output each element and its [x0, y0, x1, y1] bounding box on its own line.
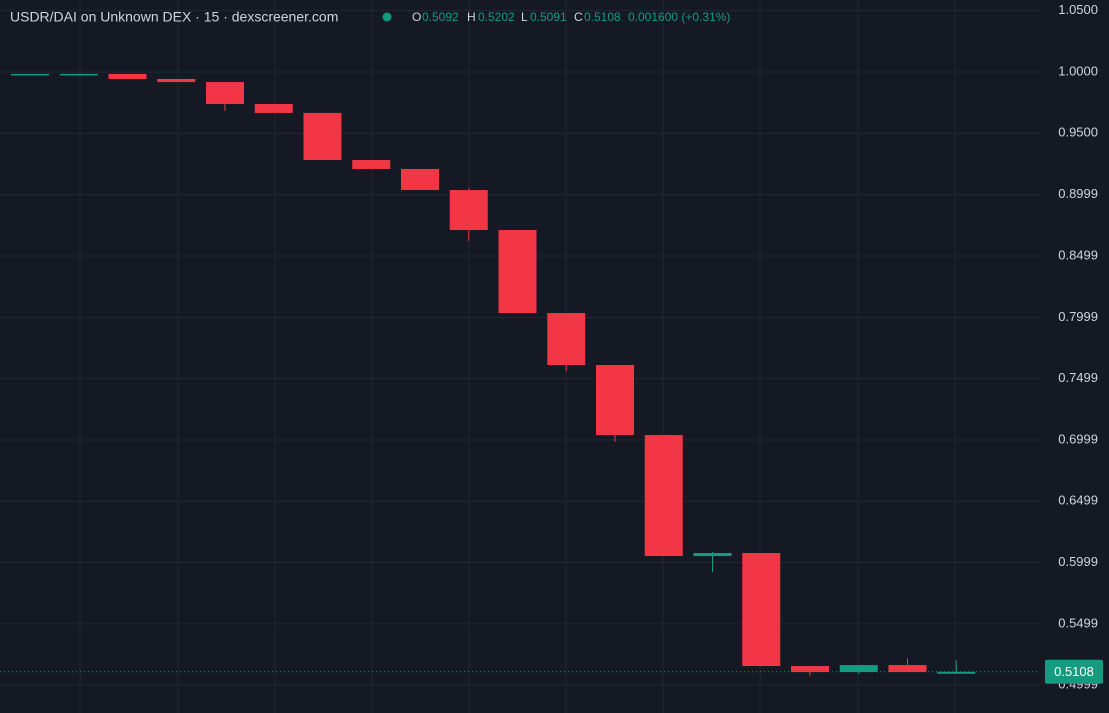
legend-value: 0.5202: [478, 10, 515, 24]
y-tick-label: 0.5999: [1058, 554, 1098, 569]
candle-body: [303, 112, 342, 161]
legend-key: L: [521, 10, 528, 24]
candle-body: [449, 190, 488, 231]
y-tick-label: 0.8499: [1058, 247, 1098, 262]
candle-body: [352, 160, 391, 169]
candle-body: [693, 552, 732, 557]
candle-body: [206, 82, 244, 104]
price-axis: 1.0500 1.0000 0.9500 0.8999 0.8499 0.7999 0.74…: [1045, 2, 1103, 692]
candle-body: [108, 73, 147, 79]
last-price-label: 0.5108: [1054, 664, 1094, 679]
ohlc-legend: O 0.5092 H 0.5202 L 0.5091 C 0.5108 0.00…: [412, 10, 730, 24]
last-price-box: [1045, 659, 1103, 684]
candle-body: [937, 671, 976, 674]
candles: [0, 73, 1040, 677]
candle-body: [742, 552, 781, 667]
candle-body: [498, 230, 537, 314]
y-tick-label: 0.7499: [1058, 370, 1098, 385]
candle-body: [11, 73, 49, 76]
legend-change: 0.001600 (+0.31%): [628, 10, 730, 24]
y-tick-label: 1.0000: [1058, 63, 1098, 78]
candle-body: [888, 665, 927, 673]
candle-body: [401, 168, 439, 191]
y-tick-label: 0.8999: [1058, 186, 1098, 201]
candle-body: [547, 313, 586, 366]
candle-body: [157, 78, 196, 83]
legend-value: 0.5108: [584, 10, 621, 24]
legend-key: H: [467, 10, 476, 24]
y-tick-label: 1.0500: [1058, 2, 1098, 17]
y-tick-label: 0.7999: [1058, 309, 1098, 324]
y-tick-label: 0.9500: [1058, 125, 1098, 140]
chart-title: USDR/DAI on Unknown DEX · 15 · dexscreen…: [10, 9, 338, 25]
candle-body: [59, 73, 98, 76]
y-tick-label: 0.6499: [1058, 493, 1098, 508]
candle-body: [839, 665, 878, 673]
legend-key: O: [412, 10, 421, 24]
status-dot: [382, 12, 392, 22]
candle-body: [791, 666, 829, 673]
y-tick-label: 0.6999: [1058, 431, 1098, 446]
legend-key: C: [574, 10, 583, 24]
legend-value: 0.5092: [422, 10, 459, 24]
candle-body: [596, 365, 634, 436]
candle-body: [254, 103, 293, 113]
y-tick-label: 0.5499: [1058, 615, 1098, 630]
legend-value: 0.5091: [530, 10, 567, 24]
candle-body: [644, 435, 683, 557]
